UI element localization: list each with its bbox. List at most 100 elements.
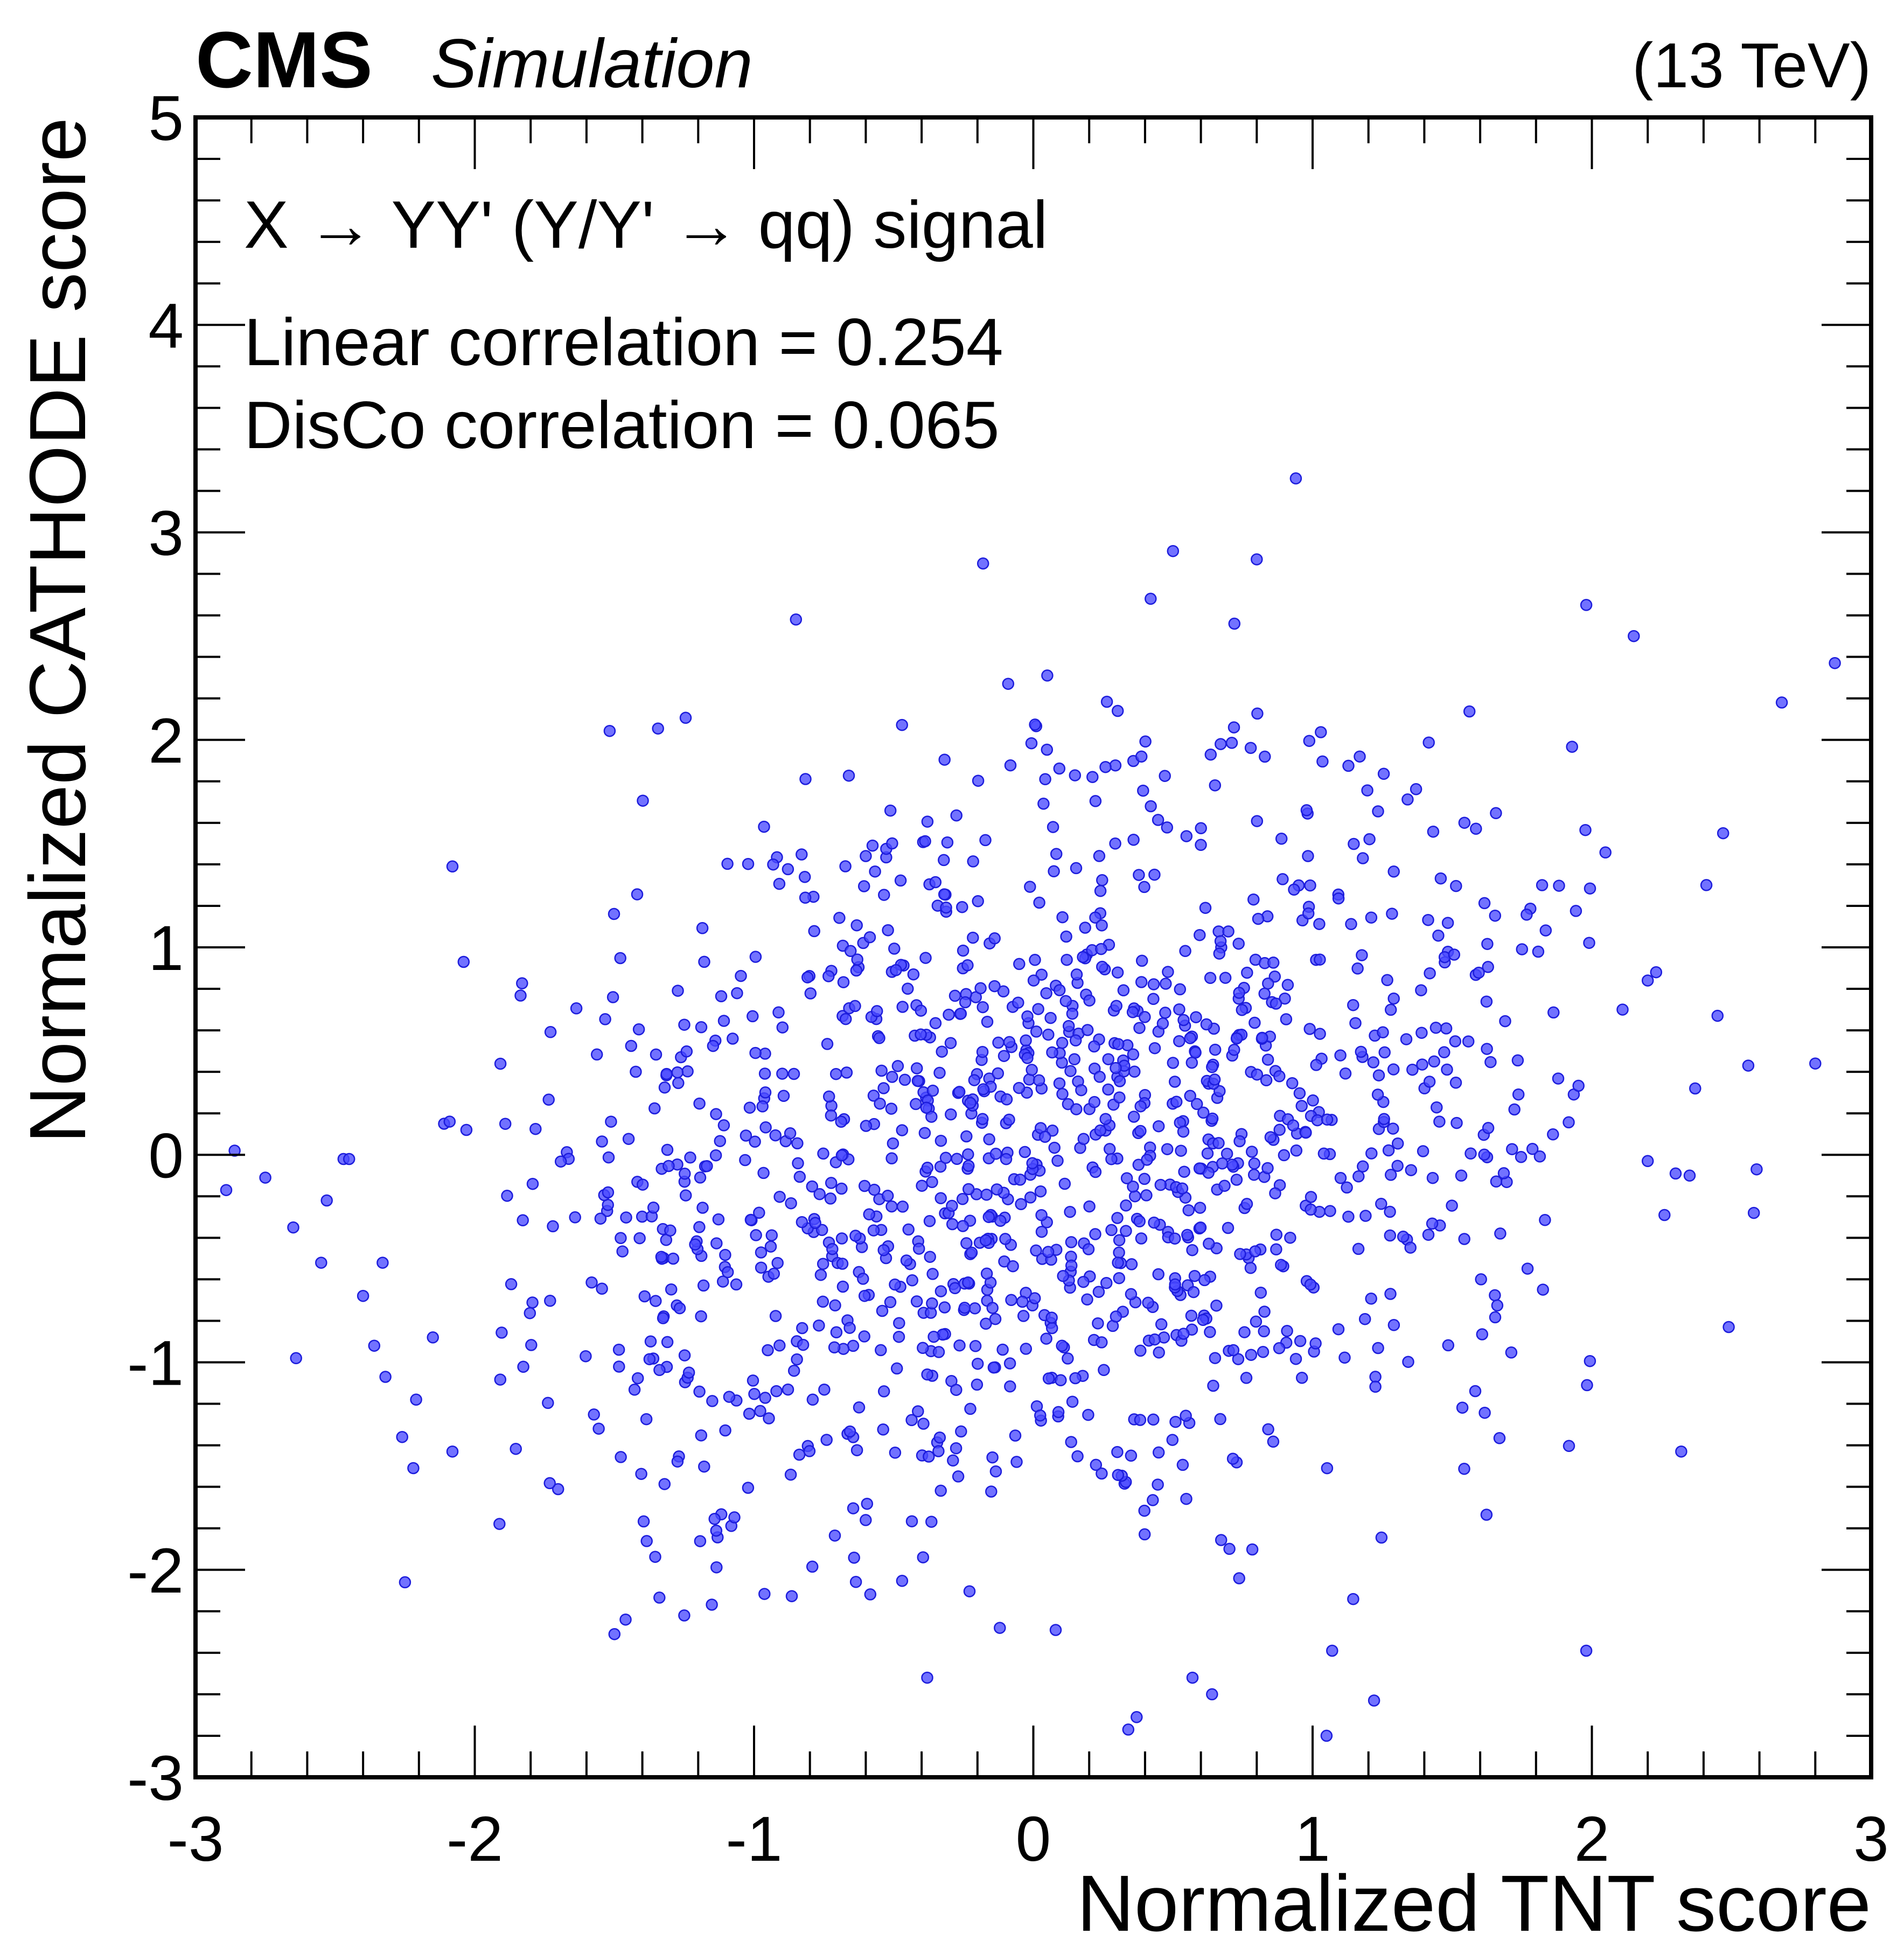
x-tick-label: -2 — [447, 1804, 503, 1875]
data-point — [622, 1133, 635, 1145]
data-point — [1303, 1023, 1316, 1035]
data-point — [1316, 755, 1329, 768]
data-point — [874, 1097, 886, 1110]
data-point — [793, 1170, 806, 1183]
data-point — [1371, 1088, 1384, 1101]
data-point — [1094, 1124, 1107, 1137]
data-point — [926, 1176, 938, 1189]
data-point — [980, 1189, 993, 1201]
data-point — [1324, 1205, 1336, 1217]
data-point — [947, 1454, 959, 1467]
data-point — [835, 1149, 848, 1162]
data-point — [1245, 1146, 1258, 1158]
data-point — [1190, 1011, 1202, 1023]
data-point — [1153, 1346, 1165, 1359]
data-point — [1387, 1122, 1399, 1135]
data-point — [1584, 1354, 1596, 1367]
data-point — [1033, 1074, 1045, 1087]
data-point — [376, 1256, 389, 1269]
data-point — [1030, 1025, 1043, 1038]
data-point — [1135, 1232, 1148, 1245]
data-point — [1125, 1258, 1138, 1270]
data-point — [1387, 1319, 1400, 1331]
data-point — [1094, 885, 1107, 897]
data-point — [625, 1039, 638, 1052]
data-point — [1515, 1151, 1528, 1163]
data-point — [1152, 1268, 1164, 1281]
data-point — [1397, 1231, 1410, 1243]
data-point — [602, 1151, 615, 1164]
data-point — [1532, 945, 1545, 958]
data-point — [912, 1405, 924, 1418]
data-point — [1722, 1321, 1735, 1333]
data-point — [1113, 1075, 1126, 1087]
data-point — [1326, 1644, 1338, 1657]
data-point — [887, 1137, 899, 1150]
data-point — [1669, 1167, 1682, 1180]
data-point — [1013, 1081, 1026, 1094]
data-point — [1572, 1079, 1585, 1092]
data-point — [968, 1302, 981, 1315]
data-point — [616, 1245, 629, 1258]
data-point — [1227, 1344, 1240, 1357]
data-point — [948, 989, 961, 1002]
data-point — [1742, 1059, 1755, 1072]
data-point — [830, 1326, 843, 1339]
data-point — [1081, 1293, 1093, 1306]
data-point — [748, 1388, 761, 1400]
data-point — [602, 1199, 614, 1211]
data-point — [1102, 1083, 1114, 1096]
data-point — [1547, 1006, 1560, 1019]
data-point — [1142, 1296, 1154, 1309]
data-point — [399, 1576, 412, 1589]
data-point — [944, 1037, 957, 1049]
data-point — [1365, 1147, 1378, 1160]
data-point — [1473, 966, 1485, 979]
data-point — [710, 1524, 723, 1537]
data-point — [806, 1560, 819, 1573]
data-point — [1176, 1458, 1189, 1471]
disco-correlation-annotation: DisCo correlation = 0.065 — [244, 388, 1000, 463]
data-point — [1264, 1131, 1277, 1143]
data-point — [1251, 815, 1264, 827]
data-point — [1458, 816, 1471, 829]
data-point — [870, 1005, 883, 1017]
data-point — [1066, 1007, 1079, 1020]
data-point — [924, 1251, 936, 1263]
data-point — [1475, 1273, 1487, 1286]
data-point — [953, 1086, 966, 1098]
data-point — [731, 987, 743, 1000]
data-point — [938, 1301, 951, 1314]
data-point — [977, 1001, 989, 1014]
data-point — [749, 1135, 761, 1148]
data-point — [695, 1429, 708, 1442]
data-point — [1140, 1189, 1153, 1202]
data-point — [1176, 1182, 1189, 1195]
data-point — [1113, 1091, 1126, 1104]
data-point — [1369, 1380, 1382, 1393]
data-point — [1287, 1119, 1300, 1132]
data-point — [1579, 823, 1592, 836]
data-point — [554, 1155, 567, 1168]
data-point — [915, 1028, 927, 1041]
data-point — [1070, 862, 1083, 875]
data-point — [1332, 892, 1345, 905]
data-point — [828, 1529, 841, 1542]
data-point — [813, 1319, 825, 1332]
data-point — [679, 1189, 692, 1202]
data-point — [863, 1208, 875, 1221]
data-point — [1494, 1227, 1507, 1240]
data-point — [1478, 1148, 1490, 1161]
data-point — [1135, 954, 1148, 967]
data-point — [1377, 767, 1390, 780]
data-point — [1204, 748, 1217, 761]
data-point — [708, 1513, 721, 1525]
data-point — [1120, 1172, 1133, 1184]
data-point — [1069, 1034, 1082, 1047]
data-point — [1053, 1077, 1066, 1090]
data-point — [886, 837, 898, 850]
data-point — [875, 1064, 888, 1077]
data-point — [1275, 833, 1288, 845]
data-point — [1125, 1288, 1138, 1301]
data-point — [902, 982, 914, 995]
